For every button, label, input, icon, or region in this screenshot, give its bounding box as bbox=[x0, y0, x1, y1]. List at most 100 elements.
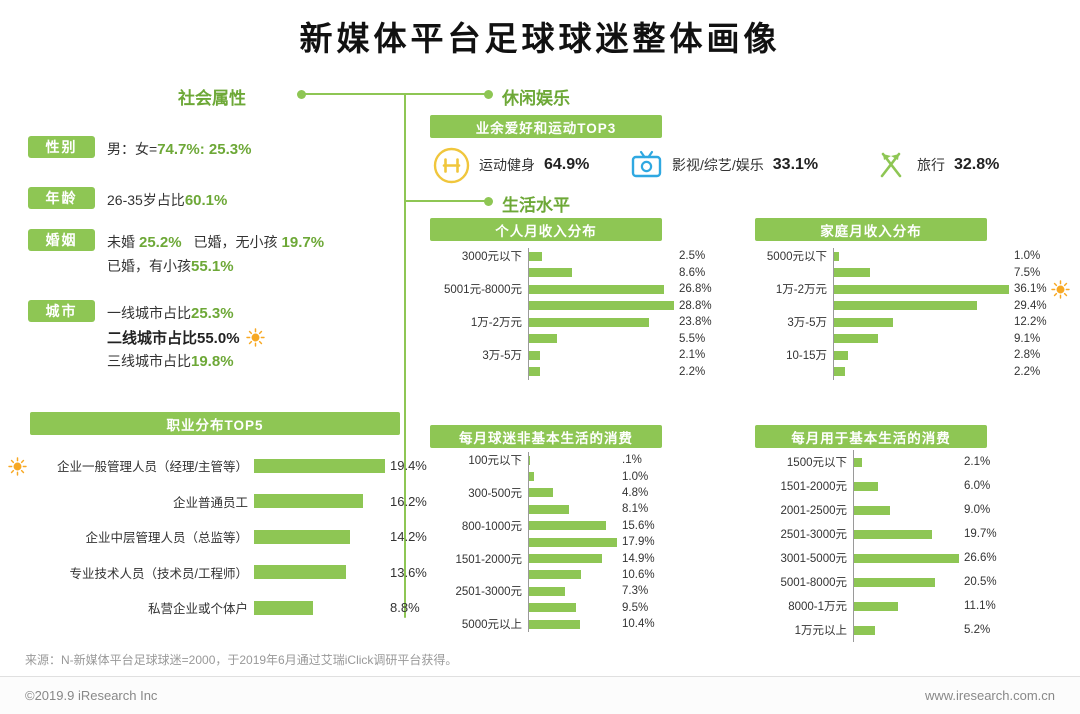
chart-row: 7.5% bbox=[755, 264, 1070, 281]
bar-track bbox=[528, 484, 617, 502]
chart-row: 3万-5万 2.1% bbox=[430, 347, 712, 364]
category-label: 1万-2万元 bbox=[775, 284, 827, 297]
chart-row: 1501-2000元 14.9% bbox=[430, 550, 655, 567]
city-tier1-value: 25.3% bbox=[191, 305, 234, 322]
chart-row: 1万-2万元 23.8% bbox=[430, 314, 712, 331]
category-label: 1501-2000元 bbox=[455, 553, 523, 566]
value-label: 17.9% bbox=[622, 536, 655, 549]
bar bbox=[529, 488, 553, 498]
bar bbox=[529, 603, 576, 613]
bar-track bbox=[528, 452, 617, 469]
city-tier3-fact: 三线城市占比 19.8% bbox=[107, 351, 234, 371]
connector-line bbox=[303, 93, 486, 95]
chart-row: 2501-3000元 7.3% bbox=[430, 583, 655, 600]
value-label: 10.6% bbox=[622, 568, 655, 581]
sun-icon bbox=[8, 457, 27, 476]
bar-track bbox=[833, 330, 1009, 347]
value-label: 2.1% bbox=[964, 456, 991, 468]
bar-track bbox=[528, 550, 617, 567]
bar bbox=[854, 601, 898, 611]
category-label: 5000元以下 bbox=[766, 251, 827, 264]
chart-row: 5000元以上 10.4% bbox=[430, 615, 655, 633]
category-label: 2501-3000元 bbox=[780, 529, 848, 541]
bar-track bbox=[528, 599, 617, 616]
occupation-chart: 企业一般管理人员（经理/主管等） 19.4% 企业普通员工 16.2% 企业中层管理人员… bbox=[36, 448, 427, 626]
chart-row: 企业一般管理人员（经理/主管等） 19.4% bbox=[36, 448, 427, 484]
category-label: 私营企业或个体户 bbox=[147, 602, 248, 617]
age-badge: 年龄 bbox=[28, 187, 95, 209]
value-label: 8.8% bbox=[390, 600, 420, 616]
value-label: 5.5% bbox=[679, 332, 706, 345]
basic-consumption-chart: 1500元以下 2.1% 1501-2000元 6.0% 2001-2500元 9.0% 2… bbox=[755, 450, 997, 642]
category-label: 100元以下 bbox=[468, 455, 522, 468]
chart-row: 29.4% bbox=[755, 297, 1070, 314]
value-label: 9.5% bbox=[622, 601, 649, 614]
section-header-social: 社会属性 bbox=[178, 89, 246, 108]
marriage-badge: 婚姻 bbox=[28, 229, 95, 251]
value-label: 36.1% bbox=[1014, 283, 1047, 296]
value-label: 9.1% bbox=[1014, 332, 1041, 345]
bar bbox=[529, 504, 569, 514]
hobby-label: 旅行 bbox=[917, 157, 945, 173]
category-label: 5001元-8000元 bbox=[444, 284, 522, 297]
bar bbox=[529, 367, 541, 377]
age-label: 26-35岁占比 bbox=[107, 192, 185, 208]
bar bbox=[254, 565, 346, 580]
city-tier1-label: 一线城市占比 bbox=[107, 305, 191, 321]
chart-row: 5001-8000元 20.5% bbox=[755, 570, 997, 594]
value-label: 8.1% bbox=[622, 503, 649, 516]
bar-track bbox=[528, 501, 617, 518]
chart-row: 企业中层管理人员（总监等） 14.2% bbox=[36, 519, 426, 555]
chart-row: 9.5% bbox=[430, 599, 655, 616]
category-label: 1501-2000元 bbox=[780, 481, 848, 493]
nonbasic-consumption-chart: 100元以下 .1% 1.0% 300-500元 4.8% 8.1% 800-1000元 15… bbox=[430, 452, 655, 633]
bar bbox=[854, 505, 890, 515]
chart-row: 10-15万 2.8% bbox=[755, 347, 1070, 364]
category-label: 3万-5万 bbox=[787, 317, 827, 330]
copyright-text: ©2019.9 iResearch Inc bbox=[25, 688, 158, 703]
bar-track bbox=[528, 314, 674, 331]
city-tier2-text: 二线城市占比55.0% bbox=[107, 330, 240, 347]
bar-track bbox=[528, 615, 617, 633]
value-label: 26.6% bbox=[964, 552, 997, 564]
bar bbox=[529, 619, 581, 629]
bar-track bbox=[528, 248, 674, 265]
bar-track bbox=[528, 468, 617, 485]
chart-row: 1.0% bbox=[430, 468, 655, 485]
page-title: 新媒体平台足球球迷整体画像 bbox=[299, 20, 781, 57]
source-note: 来源：N-新媒体平台足球球迷=2000，于2019年6月通过艾瑞iClick调研… bbox=[25, 653, 458, 667]
chart-row: 1501-2000元 6.0% bbox=[755, 474, 997, 498]
bar bbox=[529, 554, 603, 564]
bar bbox=[529, 268, 573, 278]
value-label: 29.4% bbox=[1014, 299, 1047, 312]
value-label: 2.8% bbox=[1014, 349, 1041, 362]
bar bbox=[834, 301, 977, 311]
chart-row: 1万-2万元 36.1% bbox=[755, 280, 1070, 299]
marriage-nokids-label: 已婚，无小孩 bbox=[193, 234, 278, 250]
bar bbox=[854, 481, 878, 491]
footer: ©2019.9 iResearch Inc www.iresearch.com.… bbox=[0, 676, 1080, 714]
banner-hobby-top3: 业余爱好和运动TOP3 bbox=[430, 115, 662, 138]
family-income-chart: 5000元以下 1.0% 7.5% 1万-2万元 36.1% 29.4% 3万-5万 12.2… bbox=[755, 248, 1070, 380]
bar bbox=[834, 284, 1009, 294]
age-value: 60.1% bbox=[184, 192, 228, 209]
value-label: 19.7% bbox=[964, 528, 997, 540]
chart-row: 10.6% bbox=[430, 566, 655, 584]
bar-track bbox=[528, 264, 674, 281]
bar bbox=[854, 457, 863, 467]
city-tier1-fact: 一线城市占比 25.3% bbox=[107, 303, 234, 323]
bar-track bbox=[833, 363, 1009, 380]
bar-track bbox=[528, 330, 674, 347]
bar-track bbox=[528, 281, 674, 298]
bar-track bbox=[528, 347, 674, 364]
chart-row: 800-1000元 15.6% bbox=[430, 517, 655, 534]
bar bbox=[529, 472, 534, 482]
category-label: 2001-2500元 bbox=[780, 505, 848, 517]
bar bbox=[529, 334, 557, 344]
bar-track bbox=[254, 519, 385, 555]
section-header-leisure: 休闲娱乐 bbox=[502, 89, 570, 108]
value-label: 8.6% bbox=[679, 266, 706, 279]
value-label: 26.8% bbox=[679, 283, 712, 296]
bar-track bbox=[528, 533, 617, 551]
